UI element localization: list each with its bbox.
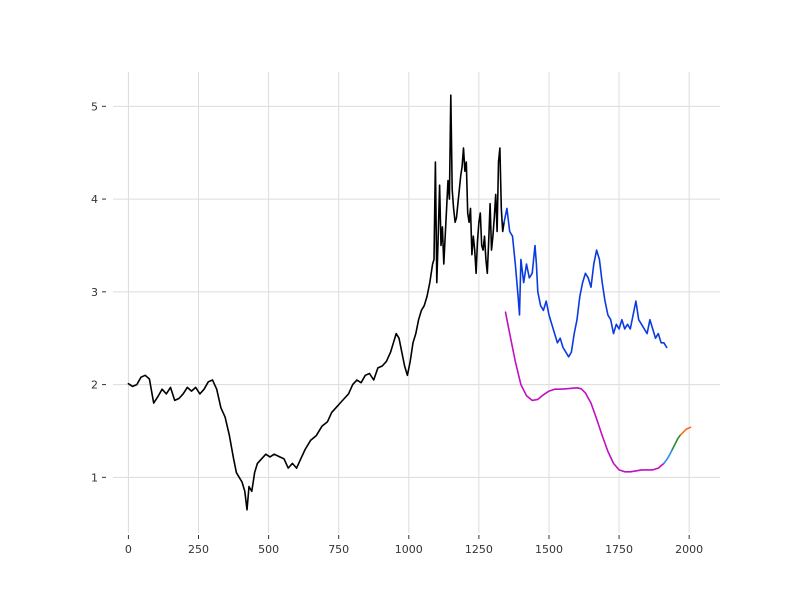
y-gridlines	[113, 105, 720, 478]
y-tick-label: 5	[91, 100, 98, 113]
y-tick-label: 3	[91, 286, 98, 299]
series-lines	[127, 94, 692, 511]
series-line-0	[127, 94, 505, 511]
x-tick-label: 1000	[395, 543, 423, 556]
x-tick-label: 2000	[675, 543, 703, 556]
y-axis-ticks: 1 2 3 4 5	[91, 100, 106, 484]
x-tick-label: 1250	[465, 543, 493, 556]
y-tick-label: 1	[91, 471, 98, 484]
x-tick-label: 1500	[535, 543, 563, 556]
x-tick-label: 750	[328, 543, 349, 556]
x-tick-label: 0	[125, 543, 132, 556]
y-tick-label: 2	[91, 379, 98, 392]
series-line-1	[503, 207, 668, 358]
x-axis-ticks: 0 250 500 750 1000 1250 1500 1750 2000	[125, 535, 703, 556]
y-tick-label: 4	[91, 193, 98, 206]
x-tick-label: 500	[258, 543, 279, 556]
x-tick-label: 250	[188, 543, 209, 556]
x-gridlines	[127, 72, 690, 533]
series-line-2	[504, 311, 665, 473]
x-tick-label: 1750	[605, 543, 633, 556]
series-line-4	[671, 433, 682, 451]
series-line-3	[663, 448, 674, 465]
series-line-5	[679, 426, 692, 436]
